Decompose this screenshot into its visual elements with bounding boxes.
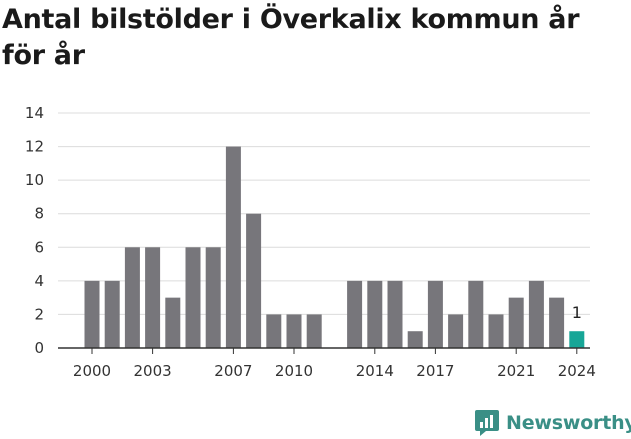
newsworthy-logo-icon [475, 410, 499, 436]
x-tick-label: 2014 [356, 362, 394, 380]
y-tick-label: 2 [34, 305, 44, 323]
x-tick-label: 2010 [275, 362, 313, 380]
annotations: 1 [572, 303, 582, 322]
bar-2019 [468, 280, 484, 348]
bar-2002 [124, 247, 140, 348]
y-tick-label: 8 [34, 205, 44, 223]
bar-2024 [569, 331, 585, 348]
bar-2022 [528, 280, 544, 348]
x-tick-label: 2017 [416, 362, 454, 380]
y-tick-label: 0 [34, 339, 44, 357]
x-tick-label: 2007 [214, 362, 252, 380]
y-tick-labels: 0 2 4 6 8 10 12 14 [25, 104, 44, 357]
y-tick-label: 6 [34, 238, 44, 256]
bar-2020 [488, 314, 504, 348]
bar-2010 [286, 314, 302, 348]
bar-2008 [246, 213, 262, 348]
y-tick-label: 10 [25, 171, 44, 189]
bar-2017 [427, 280, 443, 348]
bar-2007 [225, 146, 241, 348]
newsworthy-logo: Newsworthy [474, 408, 631, 438]
x-tick-label: 2021 [497, 362, 535, 380]
chart-title: Antal bilstölder i Överkalix kommun år f… [2, 4, 580, 71]
highlight-data-label: 1 [572, 303, 582, 322]
bar-2011 [306, 314, 322, 348]
y-tick-label: 4 [34, 272, 44, 290]
y-tick-label: 12 [25, 138, 44, 156]
bar-2001 [104, 280, 120, 348]
bar-2004 [165, 297, 181, 348]
x-axis: 2000 2003 2007 2010 2014 2017 2021 2024 [58, 347, 596, 380]
bar-2018 [448, 314, 464, 348]
x-tick-label: 2000 [73, 362, 111, 380]
y-tick-label: 14 [25, 104, 44, 122]
bar-2014 [367, 280, 383, 348]
bar-2000 [84, 280, 100, 348]
newsworthy-logo-text: Newsworthy [506, 412, 631, 434]
bar-2021 [508, 297, 524, 348]
bar-2023 [549, 297, 565, 348]
bar-2015 [387, 280, 403, 348]
x-tick-label: 2024 [558, 362, 596, 380]
bar-2016 [407, 331, 423, 348]
bar-2009 [266, 314, 282, 348]
bars [84, 146, 585, 348]
bar-2006 [205, 247, 221, 348]
bar-2003 [145, 247, 161, 348]
bar-2005 [185, 247, 201, 348]
bar-2013 [347, 280, 363, 348]
x-tick-label: 2003 [134, 362, 172, 380]
